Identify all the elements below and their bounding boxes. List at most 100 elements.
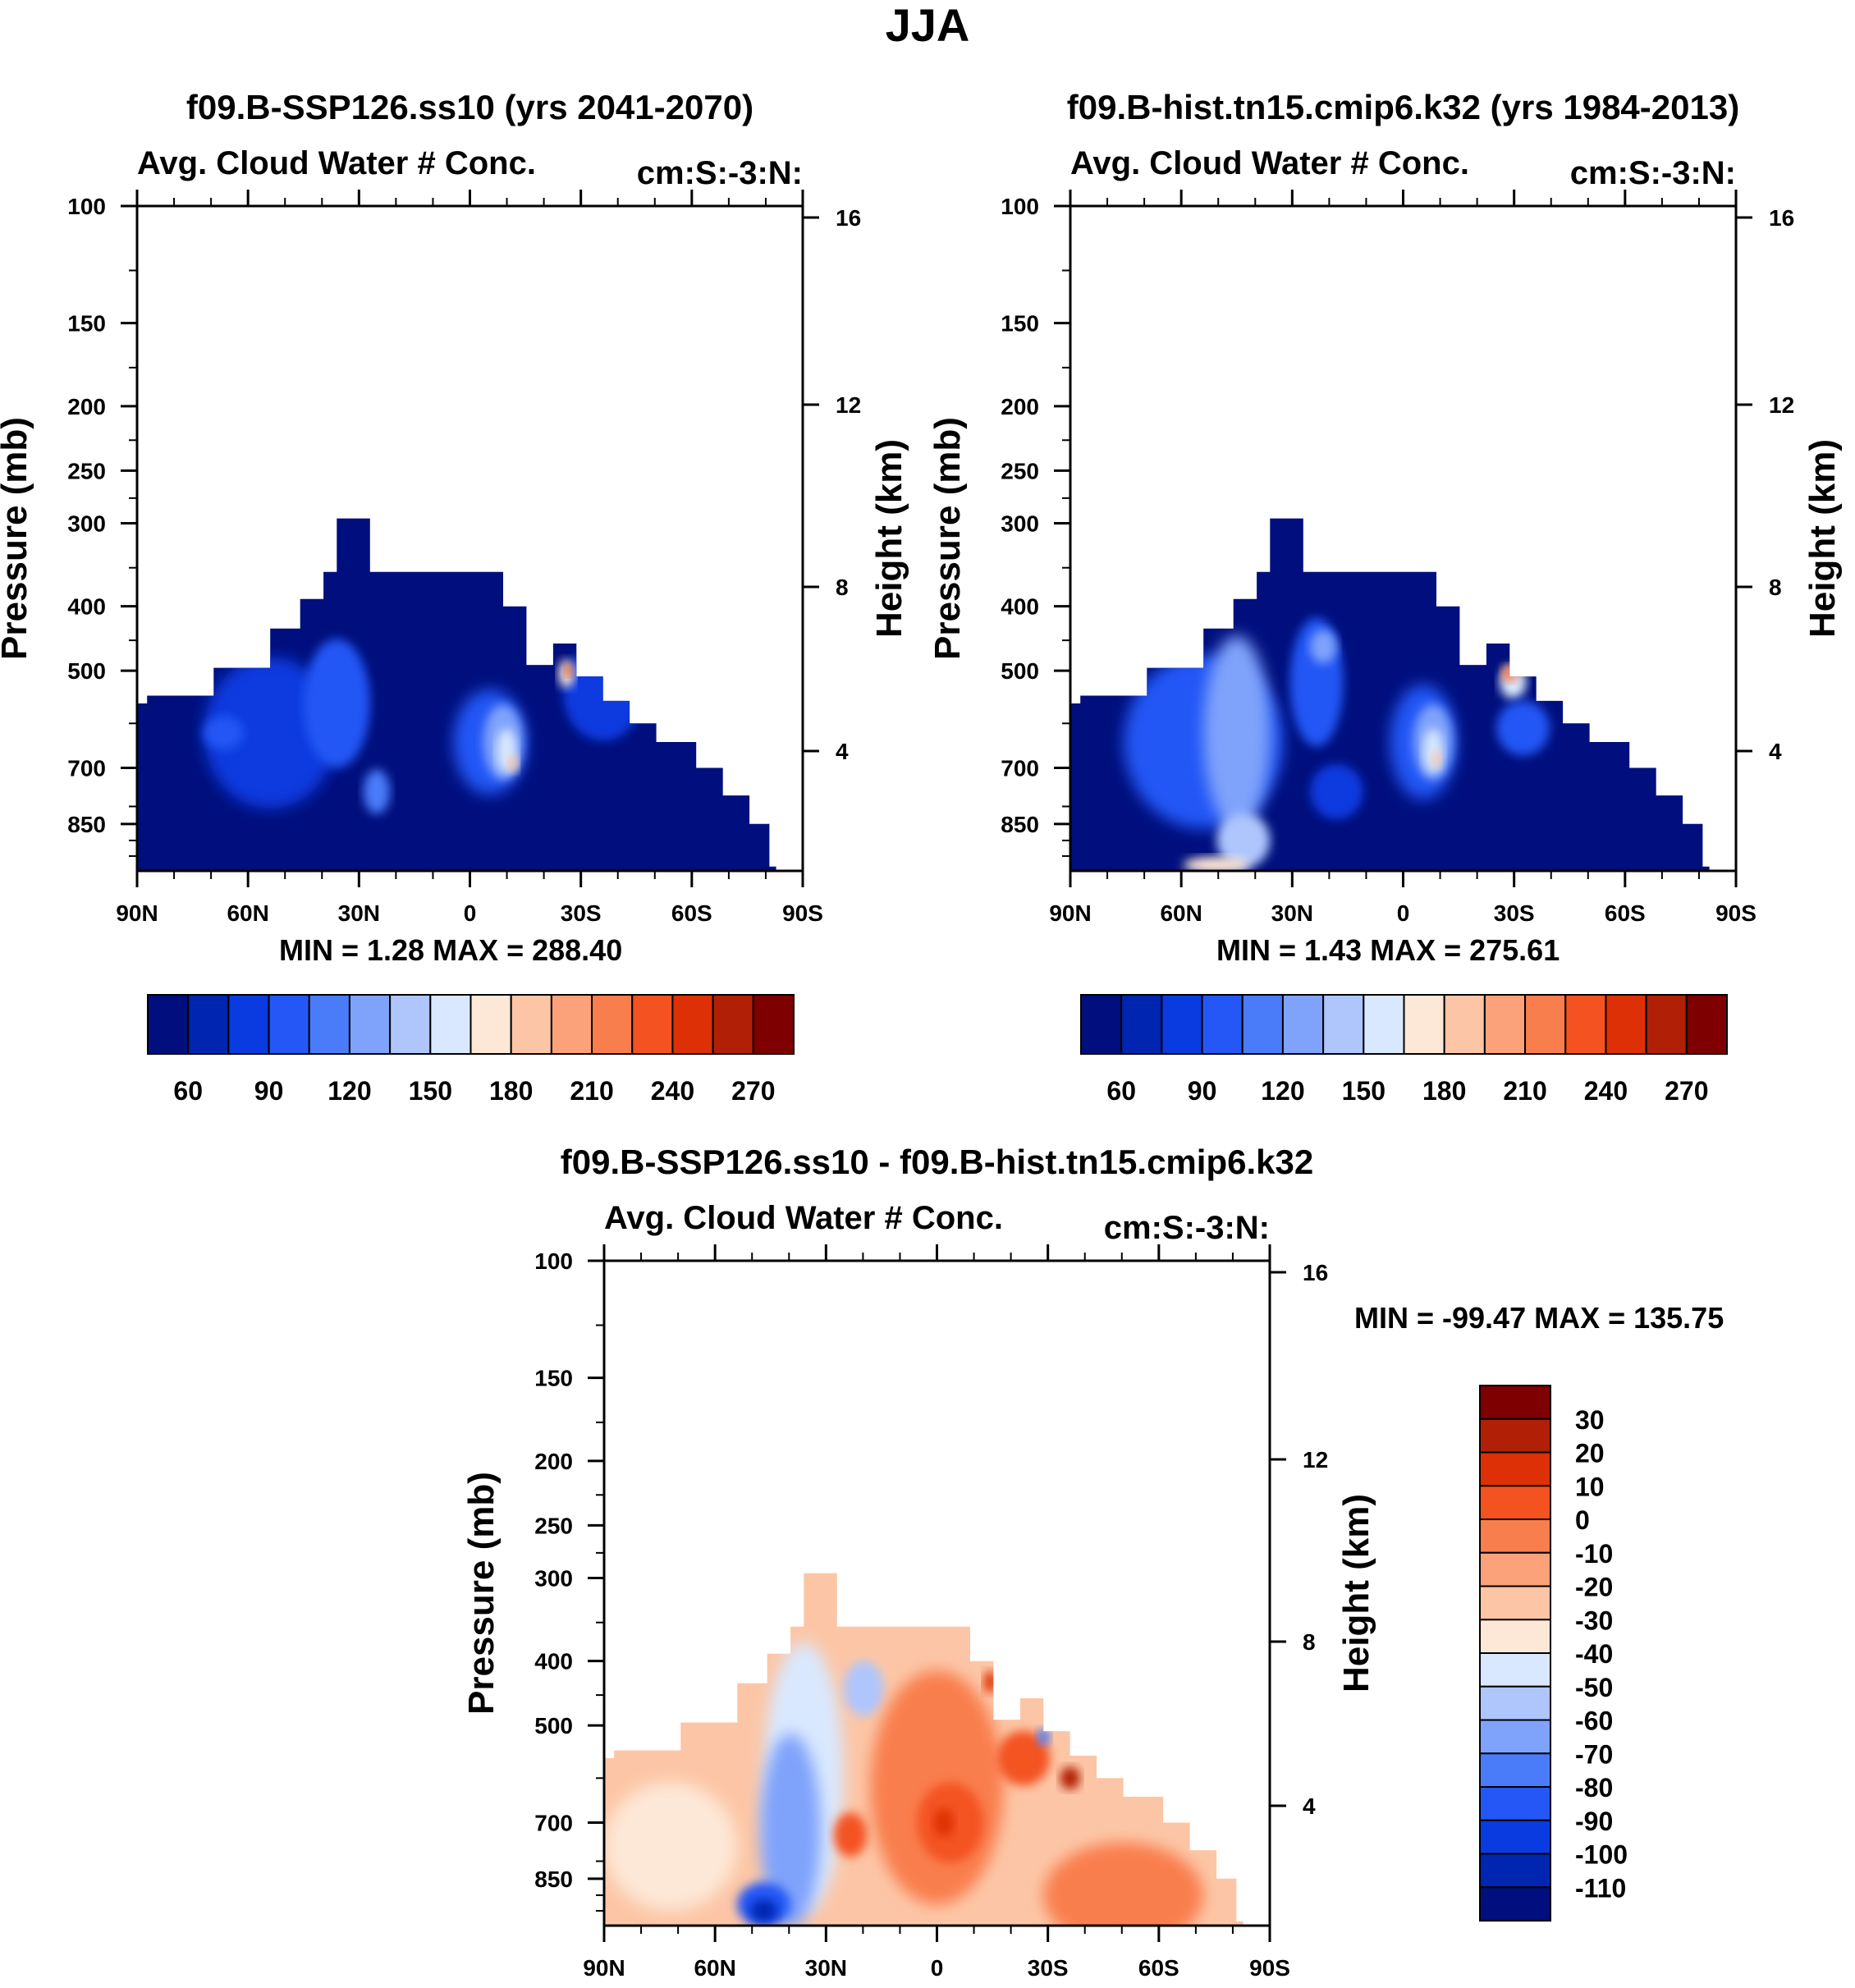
colorbar-box (1479, 1451, 1551, 1487)
colorbar-box (1479, 1619, 1551, 1654)
colorbar-box (1443, 994, 1486, 1055)
contour-blob (604, 1781, 738, 1911)
y-tick-label: 400 (534, 1649, 573, 1674)
y2-tick-label: 12 (1303, 1447, 1328, 1473)
colorbar-label: 240 (651, 1076, 694, 1106)
colorbar-label: 20 (1575, 1439, 1605, 1468)
contour-blob (204, 657, 337, 809)
y2-axis-label: Height (km) (1336, 1494, 1376, 1693)
contour-blob (983, 1670, 997, 1693)
colorbar-box (1080, 994, 1123, 1055)
colorbar-box (510, 994, 552, 1055)
y2-tick-label: 4 (836, 739, 849, 764)
y-tick-label: 700 (67, 756, 106, 781)
contour-blob (1422, 728, 1444, 773)
left-string: Avg. Cloud Water # Conc. (604, 1200, 1003, 1236)
colorbar-box (1483, 994, 1527, 1055)
colorbar-label: -110 (1575, 1873, 1626, 1903)
colorbar-label: -80 (1575, 1773, 1613, 1802)
contour-blob (1431, 750, 1441, 768)
colorbar-box (469, 994, 512, 1055)
colorbar-box (1322, 994, 1365, 1055)
colorbar-box (1479, 1652, 1551, 1688)
x-tick-label: 60S (1605, 900, 1646, 926)
y-axis-label: Pressure (mb) (928, 417, 968, 660)
colorbar-box (227, 994, 270, 1055)
y-tick-label: 850 (534, 1867, 573, 1892)
contour-field (137, 518, 776, 871)
y-tick-label: 700 (1001, 756, 1039, 781)
y2-tick-label: 8 (836, 575, 849, 600)
y-tick-label: 850 (1001, 812, 1039, 837)
y-tick-label: 150 (534, 1366, 573, 1391)
colorbar-box (1479, 1518, 1551, 1554)
contour-blob (1309, 630, 1337, 664)
colorbar-box (187, 994, 230, 1055)
colorbar-box (1479, 1886, 1551, 1922)
colorbar-box (1120, 994, 1163, 1055)
contour-blob (1203, 635, 1271, 831)
colorbar-label: -20 (1575, 1573, 1613, 1602)
colorbar-label: -60 (1575, 1706, 1613, 1736)
y-tick-label: 150 (67, 311, 106, 337)
y-tick-label: 150 (1001, 311, 1039, 337)
min-max-stats: MIN = -99.47 MAX = 135.75 (1354, 1301, 1724, 1335)
colorbar-box (1363, 994, 1405, 1055)
contour-blob (204, 716, 244, 750)
contour-blob (1216, 813, 1271, 868)
colorbar-box (268, 994, 310, 1055)
field-clip (1070, 518, 1710, 871)
y2-tick-label: 12 (836, 392, 861, 418)
colorbar-box (1479, 1819, 1551, 1855)
colorbar-label: 240 (1584, 1076, 1628, 1106)
contour-blob (1043, 1842, 1203, 1926)
contour-blob (507, 755, 519, 772)
y-axis-label: Pressure (mb) (0, 417, 34, 660)
x-tick-label: 30S (1494, 900, 1535, 926)
colorbar-label: 150 (1342, 1076, 1386, 1106)
x-tick-label: 0 (931, 1955, 944, 1981)
colorbar-box (348, 994, 392, 1055)
contour-blob (1496, 700, 1550, 756)
colorbar-box (1479, 1786, 1551, 1821)
contour-blob (1183, 856, 1250, 871)
contour-blob (843, 1660, 884, 1716)
colorbar-box (631, 994, 674, 1055)
contour-blob (564, 665, 573, 677)
colorbar-label: 210 (1503, 1076, 1546, 1106)
y-tick-label: 200 (534, 1449, 573, 1474)
x-tick-label: 90S (1249, 1955, 1290, 1981)
contour-blob (760, 1734, 821, 1926)
panel-title: f09.B-hist.tn15.cmip6.k32 (yrs 1984-2013… (1067, 88, 1739, 126)
colorbar-box (1479, 1853, 1551, 1889)
x-tick-label: 60S (671, 900, 712, 926)
contour-blob (363, 769, 391, 814)
field-clip (137, 518, 776, 871)
colorbar-label: -50 (1575, 1673, 1613, 1702)
y-tick-label: 400 (67, 594, 106, 620)
contour-field (1070, 518, 1710, 871)
colorbar-box (1479, 1752, 1551, 1788)
y-tick-label: 500 (1001, 658, 1039, 684)
colorbar-label: 120 (327, 1076, 371, 1106)
x-tick-label: 30N (805, 1955, 847, 1981)
colorbar-label: -40 (1575, 1639, 1613, 1669)
left-string: Avg. Cloud Water # Conc. (1070, 145, 1469, 181)
contour-blob (1037, 1728, 1051, 1746)
units-string: cm:S:-3:N: (1104, 1210, 1270, 1246)
y-axis-label: Pressure (mb) (461, 1472, 502, 1715)
colorbar-box (1241, 994, 1284, 1055)
colorbar-box (550, 994, 593, 1055)
colorbar-box (1403, 994, 1445, 1055)
field-clip (604, 1573, 1244, 1926)
x-tick-label: 0 (1397, 900, 1410, 926)
panel-title: f09.B-SSP126.ss10 (yrs 2041-2070) (186, 88, 753, 126)
y-tick-label: 300 (534, 1565, 573, 1591)
colorbar-box (1479, 1551, 1551, 1587)
units-string: cm:S:-3:N: (1570, 155, 1736, 191)
x-tick-label: 60N (227, 900, 268, 926)
y2-tick-label: 8 (1769, 575, 1782, 600)
colorbar-label: -10 (1575, 1539, 1613, 1569)
x-tick-label: 60N (694, 1955, 735, 1981)
